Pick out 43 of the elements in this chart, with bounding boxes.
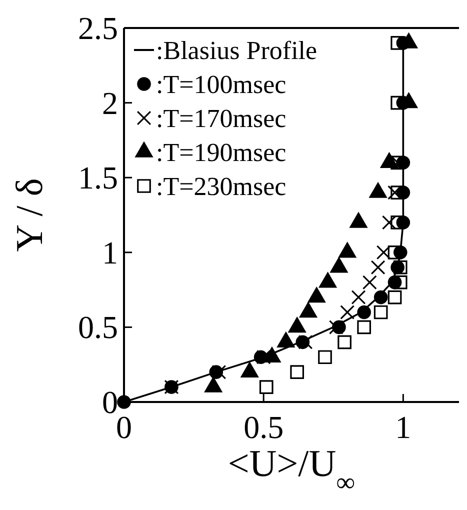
y-tick-label: 1.5 — [78, 160, 118, 196]
point — [212, 364, 226, 380]
x-axis-title: <U>/U$_{∞}$ — [228, 443, 356, 497]
point — [357, 305, 371, 320]
point — [388, 185, 402, 200]
point — [374, 305, 388, 320]
point — [338, 335, 352, 350]
point — [340, 305, 355, 320]
legend-label: :T=190msec — [156, 138, 286, 167]
point — [374, 290, 388, 304]
x-tick-label: 0.5 — [244, 409, 284, 445]
point — [290, 365, 304, 380]
point — [318, 350, 332, 364]
point — [117, 395, 131, 409]
legend-label: :T=100msec — [156, 70, 286, 99]
legend-label: :T=230msec — [156, 172, 286, 201]
point — [382, 215, 396, 230]
y-tick-label: 2.5 — [78, 10, 118, 46]
point — [390, 216, 405, 230]
point — [259, 380, 274, 394]
y-axis-title: Y / δ — [9, 178, 51, 252]
point — [256, 350, 271, 364]
point — [393, 275, 408, 290]
point — [388, 245, 402, 260]
y-tick-label: 1 — [102, 234, 118, 270]
point — [390, 186, 405, 200]
point — [376, 245, 391, 260]
point — [351, 290, 366, 305]
point — [390, 96, 405, 110]
point — [298, 334, 313, 350]
point — [390, 36, 405, 50]
point — [357, 320, 372, 334]
legend-label: :T=170msec — [156, 104, 286, 133]
y-tick-label: 2 — [102, 84, 118, 121]
point — [388, 290, 402, 304]
point — [362, 275, 377, 290]
y-tick-label: 0.5 — [78, 309, 118, 346]
y-tick-label: 0 — [102, 384, 118, 420]
point — [370, 260, 386, 275]
x-tick-label: 1 — [395, 409, 412, 445]
point — [328, 320, 344, 334]
legend-label: :Blasius Profile — [156, 36, 318, 65]
point — [393, 260, 408, 274]
